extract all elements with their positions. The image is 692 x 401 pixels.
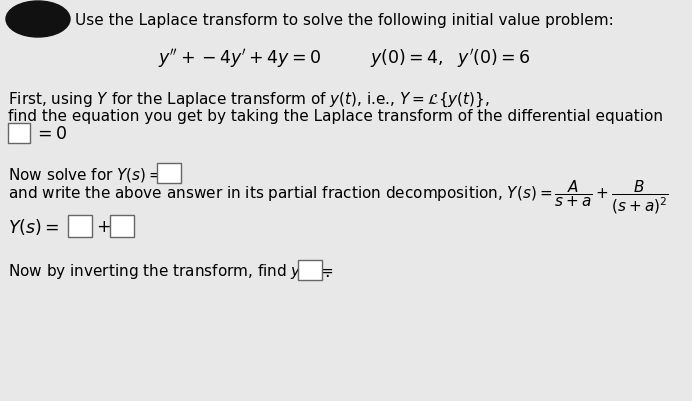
Text: $= 0$: $= 0$ [34, 125, 67, 143]
FancyBboxPatch shape [298, 260, 322, 280]
Text: $y'' + -4y' + 4y = 0$: $y'' + -4y' + 4y = 0$ [158, 47, 321, 69]
FancyBboxPatch shape [8, 124, 30, 144]
FancyBboxPatch shape [110, 215, 134, 237]
Text: $Y(s) = $: $Y(s) = $ [8, 217, 60, 237]
Text: and write the above answer in its partial fraction decomposition, $Y(s) = \dfrac: and write the above answer in its partia… [8, 178, 669, 215]
Text: $+$: $+$ [96, 217, 111, 235]
Ellipse shape [6, 2, 70, 38]
FancyBboxPatch shape [68, 215, 92, 237]
Text: $y(0) = 4, \ \ y'(0) = 6$: $y(0) = 4, \ \ y'(0) = 6$ [370, 47, 531, 69]
Text: Use the Laplace transform to solve the following initial value problem:: Use the Laplace transform to solve the f… [75, 12, 614, 27]
Text: Now by inverting the transform, find $y(t) = $: Now by inverting the transform, find $y(… [8, 262, 334, 281]
FancyBboxPatch shape [157, 164, 181, 184]
Text: Now solve for $Y(s) = $: Now solve for $Y(s) = $ [8, 166, 162, 184]
Text: First, using $Y$ for the Laplace transform of $y(t)$, i.e., $Y = \mathcal{L}\{y(: First, using $Y$ for the Laplace transfo… [8, 91, 490, 109]
Text: $.$: $.$ [324, 262, 329, 280]
Text: find the equation you get by taking the Laplace transform of the differential eq: find the equation you get by taking the … [8, 108, 663, 123]
